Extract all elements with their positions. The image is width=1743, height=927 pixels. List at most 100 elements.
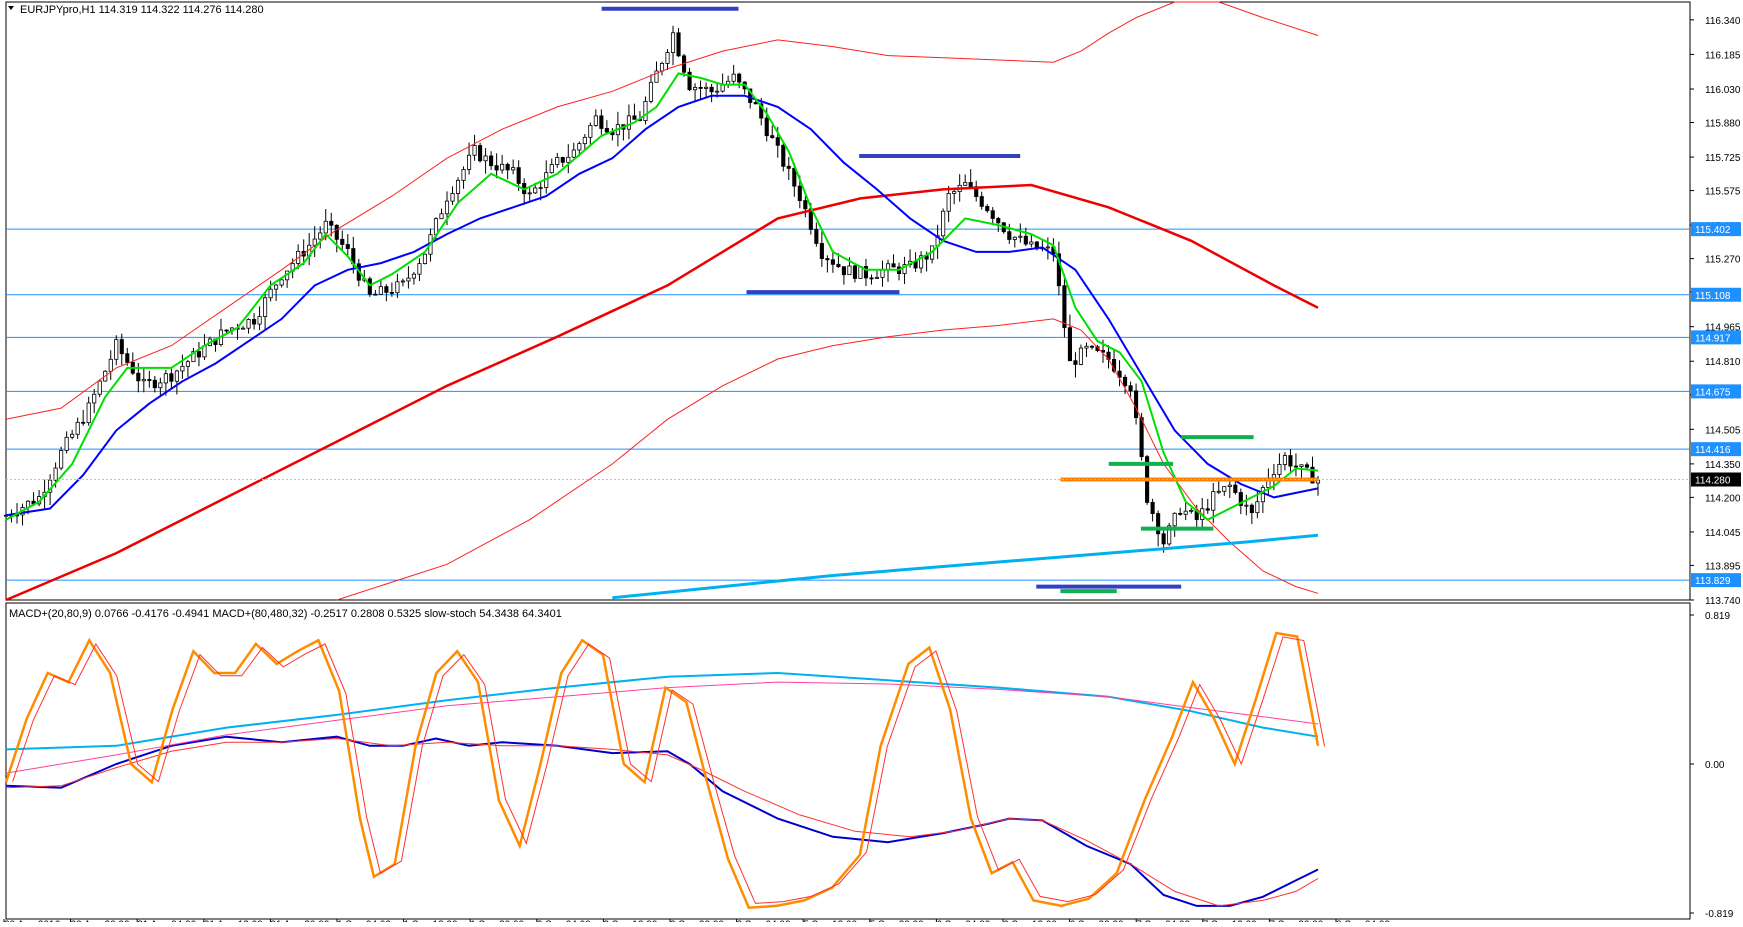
macd-slow-main-line xyxy=(5,671,1319,751)
candle xyxy=(593,115,598,126)
y-tick-label: 114.200 xyxy=(1705,493,1741,504)
stoch-signal-line xyxy=(12,636,1326,904)
candle xyxy=(158,382,163,389)
candle xyxy=(604,128,609,133)
candle xyxy=(119,339,124,355)
candle xyxy=(1084,345,1089,349)
candle xyxy=(1244,504,1249,507)
macd-fast-signal-line xyxy=(5,737,1319,907)
candle xyxy=(97,380,102,395)
candle xyxy=(704,86,709,89)
candle xyxy=(125,353,130,363)
candle xyxy=(136,372,141,382)
candle xyxy=(549,164,554,174)
candle xyxy=(196,351,201,358)
candle xyxy=(263,297,268,317)
current-price-label: 114.280 xyxy=(1695,476,1731,487)
candle xyxy=(406,277,411,282)
candle xyxy=(1211,491,1216,511)
candle xyxy=(670,32,676,53)
candle xyxy=(764,117,769,137)
indicator-y-label: 0.819 xyxy=(1705,611,1730,622)
candle xyxy=(81,421,86,424)
candle xyxy=(996,218,1001,224)
candle xyxy=(1304,464,1310,468)
price-level-label: 114.917 xyxy=(1695,333,1731,344)
candle xyxy=(108,358,113,372)
candle xyxy=(70,433,75,438)
candle xyxy=(919,255,924,269)
candle xyxy=(1029,241,1034,245)
candle xyxy=(489,155,494,167)
candle xyxy=(566,156,571,163)
price-level-badge xyxy=(1691,330,1741,345)
candle xyxy=(709,86,714,93)
indicator-y-label: -0.819 xyxy=(1705,909,1734,920)
price-level-badge xyxy=(1691,384,1741,399)
ma-slow-line xyxy=(5,183,1319,602)
candle xyxy=(163,373,168,384)
main-title: EURJPYpro,H1 114.319 114.322 114.276 114… xyxy=(20,4,264,16)
candle xyxy=(92,393,97,404)
candle xyxy=(400,280,405,283)
candle xyxy=(1310,466,1315,484)
candle xyxy=(1056,253,1061,287)
candle xyxy=(268,288,273,299)
candle xyxy=(252,319,257,325)
price-level-label: 113.829 xyxy=(1695,576,1731,587)
candle xyxy=(329,220,334,226)
candle xyxy=(417,263,422,275)
candle xyxy=(511,167,516,171)
candle xyxy=(1260,487,1265,503)
candle xyxy=(240,327,246,330)
candle xyxy=(1255,501,1260,514)
candle xyxy=(1150,501,1155,514)
candle xyxy=(323,220,328,234)
y-tick-label: 116.340 xyxy=(1705,16,1741,27)
candle xyxy=(455,179,461,194)
candle xyxy=(770,135,775,139)
y-tick-label: 114.965 xyxy=(1705,323,1741,334)
candle xyxy=(185,361,190,367)
candle xyxy=(1167,525,1172,545)
price-level-badge xyxy=(1691,573,1741,588)
candle xyxy=(279,279,284,286)
candle xyxy=(1117,370,1122,378)
candle xyxy=(340,238,345,245)
candle xyxy=(1089,345,1095,348)
candle xyxy=(759,103,764,119)
main-panel-border xyxy=(5,1,1691,601)
candle xyxy=(632,115,637,120)
main-price-panel[interactable]: 116.340 116.185 116.030 115.880 115.725 115.5… xyxy=(3,1,1741,607)
candle xyxy=(946,192,951,212)
candle xyxy=(990,210,995,219)
candle xyxy=(582,136,587,145)
candle xyxy=(500,163,505,171)
candle xyxy=(494,165,499,171)
candle xyxy=(863,266,869,279)
dropdown-arrow-icon[interactable] xyxy=(8,6,14,10)
candle xyxy=(1123,376,1128,387)
candle xyxy=(836,263,841,268)
candle xyxy=(626,115,631,130)
candle xyxy=(847,265,852,276)
candle xyxy=(174,370,179,382)
candle xyxy=(1128,385,1133,392)
candle xyxy=(737,73,742,83)
candle xyxy=(571,149,576,158)
candle xyxy=(1222,486,1227,492)
candle xyxy=(1293,465,1299,468)
y-tick-label: 116.030 xyxy=(1705,85,1741,96)
y-tick-label: 113.740 xyxy=(1705,596,1741,607)
candle xyxy=(1288,455,1293,467)
candle xyxy=(952,191,957,194)
candle xyxy=(334,224,339,240)
candle xyxy=(274,284,279,290)
candle xyxy=(941,210,946,237)
candle xyxy=(1018,235,1023,238)
indicator-panel-border xyxy=(5,602,1691,920)
candle xyxy=(786,165,791,169)
candle xyxy=(979,196,984,207)
